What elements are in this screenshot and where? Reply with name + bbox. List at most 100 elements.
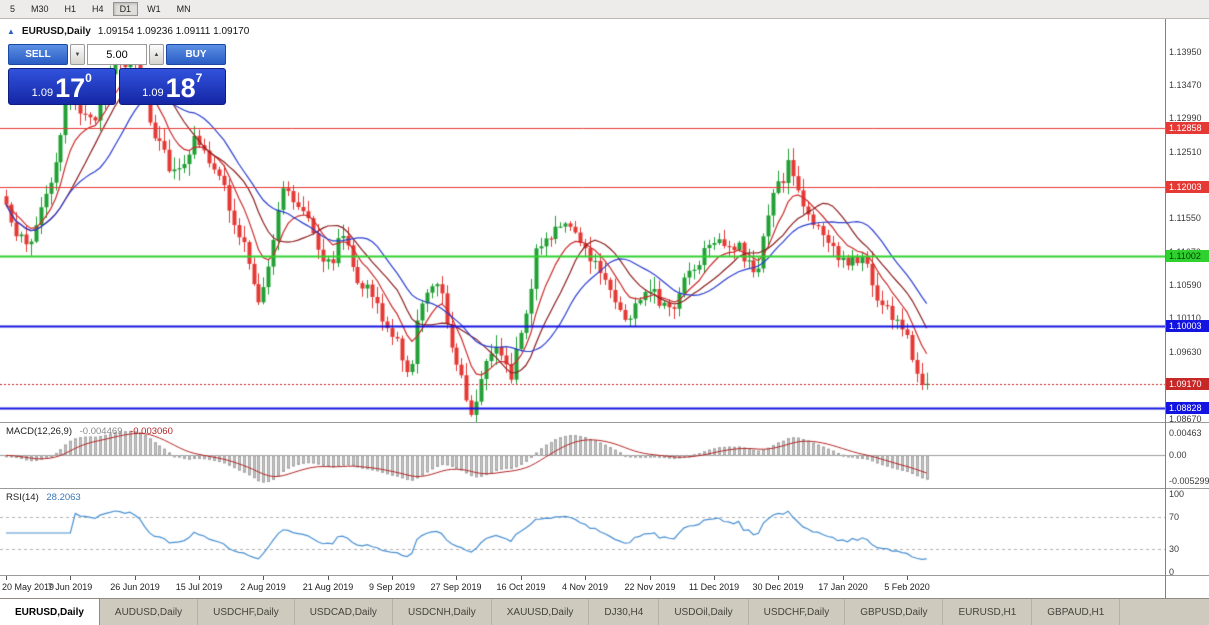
chart-tabs-bar: EURUSD,Daily AUDUSD,Daily USDCHF,Daily USDC… (0, 598, 1209, 625)
price-axis-label: 1.11550 (1169, 213, 1201, 223)
chart-tab-gbpaud-h1[interactable]: GBPAUD,H1 (1032, 599, 1121, 625)
sell-button[interactable]: SELL (8, 44, 68, 65)
time-tick-mark (70, 576, 71, 580)
chart-area: ▲ EURUSD,Daily 1.09154 1.09236 1.09111 1… (0, 19, 1209, 598)
hline-price-badge: 1.11002 (1166, 250, 1209, 262)
macd-axis-label: 0.00 (1169, 450, 1187, 460)
chart-ohlc-values: 1.09154 1.09236 1.09111 1.09170 (97, 26, 250, 37)
hline-price-badge: 1.10003 (1166, 320, 1209, 332)
lot-size-input[interactable] (87, 44, 147, 65)
chart-symbol-label: EURUSD,Daily (21, 26, 91, 37)
time-tick-mark (521, 576, 522, 580)
sell-price-box[interactable]: 1.09 17 0 (8, 68, 116, 105)
time-tick-mark (778, 576, 779, 580)
macd-title-text: MACD(12,26,9) (6, 426, 72, 437)
timeframe-button-5[interactable]: 5 (10, 4, 16, 14)
date-label: 30 Dec 2019 (752, 582, 804, 592)
chart-tab-audusd-daily[interactable]: AUDUSD,Daily (100, 599, 199, 625)
price-axis-label: 1.08670 (1169, 414, 1202, 424)
price-axis-label: 1.13950 (1169, 47, 1202, 57)
time-tick-mark (843, 576, 844, 580)
date-label: 15 Jul 2019 (175, 582, 223, 592)
one-click-collapse-arrow-icon[interactable]: ▲ (7, 27, 15, 36)
rsi-indicator-title: RSI(14) 28.2063 (6, 492, 81, 503)
date-label: 22 Nov 2019 (624, 582, 676, 592)
chart-tab-usdchf-daily[interactable]: USDCHF,Daily (749, 599, 846, 625)
chart-tab-usdoil-daily[interactable]: USDOil,Daily (659, 599, 749, 625)
chart-tab-dj30-h4[interactable]: DJ30,H4 (589, 599, 660, 625)
buy-price-sup: 7 (195, 71, 203, 85)
date-label: 27 Sep 2019 (430, 582, 482, 592)
date-label: 17 Jan 2020 (818, 582, 868, 592)
trade-prices-row: 1.09 17 0 1.09 18 7 (8, 68, 226, 105)
date-label: 9 Sep 2019 (368, 582, 416, 592)
hline-price-badge: 1.12003 (1166, 181, 1209, 193)
date-label: 2 Aug 2019 (240, 582, 286, 592)
chart-tab-eurusd-h1[interactable]: EURUSD,H1 (943, 599, 1033, 625)
rsi-axis-label: 30 (1169, 544, 1180, 554)
time-tick-mark (328, 576, 329, 580)
date-label: 11 Dec 2019 (688, 582, 740, 592)
price-axis-label: 1.09630 (1169, 347, 1202, 357)
price-axis-label: 1.10110 (1169, 313, 1201, 323)
buy-price-box[interactable]: 1.09 18 7 (118, 68, 226, 105)
timeframe-button-h1[interactable]: H1 (64, 4, 77, 14)
macd-canvas[interactable] (0, 423, 1165, 488)
price-axis-label: 1.13470 (1169, 80, 1202, 90)
chart-tab-usdchf-daily[interactable]: USDCHF,Daily (198, 599, 295, 625)
time-tick-mark (907, 576, 908, 580)
time-tick-mark (650, 576, 651, 580)
time-tick-mark (714, 576, 715, 580)
price-axis[interactable]: 1.139501.134701.129901.125101.120301.115… (1166, 19, 1209, 598)
lot-increase-button[interactable]: ▲ (149, 44, 164, 65)
chart-tab-xauusd-daily[interactable]: XAUUSD,Daily (492, 599, 590, 625)
time-tick-mark (392, 576, 393, 580)
chart-title: ▲ EURUSD,Daily 1.09154 1.09236 1.09111 1… (7, 26, 249, 37)
timeframe-toolbar: 5 M30 H1 H4 D1 W1 MN (0, 0, 1209, 19)
chart-tab-eurusd-daily[interactable]: EURUSD,Daily (0, 599, 100, 625)
panel-separator[interactable] (0, 422, 1209, 423)
hline-price-badge: 1.08828 (1166, 402, 1209, 414)
bid-price-badge: 1.09170 (1166, 378, 1209, 390)
sell-price-small: 1.09 (31, 87, 54, 99)
rsi-axis-label: 100 (1169, 489, 1185, 499)
panel-separator[interactable] (0, 488, 1209, 489)
price-axis-border (1165, 19, 1166, 598)
rsi-title-text: RSI(14) (6, 492, 39, 503)
buy-price-big: 18 (165, 73, 196, 103)
chart-tab-gbpusd-daily[interactable]: GBPUSD,Daily (845, 599, 944, 625)
time-tick-mark (263, 576, 264, 580)
trade-controls-row: SELL ▼ ▲ BUY (8, 44, 226, 65)
timeframe-button-mn[interactable]: MN (176, 4, 191, 14)
macd-axis-label: 0.00463 (1169, 428, 1202, 438)
buy-button[interactable]: BUY (166, 44, 226, 65)
time-tick-mark (585, 576, 586, 580)
chart-tab-usdcad-daily[interactable]: USDCAD,Daily (295, 599, 393, 625)
date-label: 4 Nov 2019 (561, 582, 609, 592)
macd-main-value: -0.004469 (79, 426, 123, 437)
timeframe-button-d1[interactable]: D1 (112, 2, 139, 16)
macd-indicator-title: MACD(12,26,9) -0.004469 -0.003060 (6, 426, 173, 437)
lot-decrease-button[interactable]: ▼ (70, 44, 85, 65)
price-axis-label: 1.10590 (1169, 280, 1202, 290)
time-tick-mark (199, 576, 200, 580)
macd-signal-value: -0.003060 (130, 426, 173, 437)
date-label: 5 Feb 2020 (884, 582, 930, 592)
chart-tab-usdcnh-daily[interactable]: USDCNH,Daily (393, 599, 492, 625)
rsi-value: 28.2063 (46, 492, 81, 503)
time-axis[interactable]: 20 May 2019 7 Jun 2019 26 Jun 2019 15 Jul 2… (0, 576, 1165, 598)
rsi-axis-label: 70 (1169, 512, 1180, 522)
timeframe-button-h4[interactable]: H4 (92, 4, 104, 14)
date-label: 20 May 2019 (2, 582, 55, 592)
price-axis-label: 1.12510 (1169, 147, 1202, 157)
rsi-canvas[interactable] (0, 489, 1165, 575)
panel-separator[interactable] (0, 575, 1209, 576)
sell-price-sup: 0 (85, 71, 92, 85)
time-tick-mark (6, 576, 7, 580)
date-label: 26 Jun 2019 (110, 582, 160, 592)
buy-price-small: 1.09 (142, 87, 164, 99)
timeframe-button-m30[interactable]: M30 (31, 4, 49, 14)
timeframe-button-w1[interactable]: W1 (147, 4, 161, 14)
time-tick-mark (456, 576, 457, 580)
